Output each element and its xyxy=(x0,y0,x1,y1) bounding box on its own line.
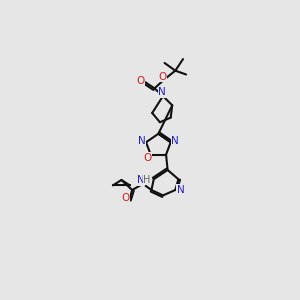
Text: H: H xyxy=(143,175,151,185)
Text: O: O xyxy=(158,72,166,82)
Text: O: O xyxy=(143,153,152,163)
Text: O: O xyxy=(136,76,145,86)
Text: O: O xyxy=(121,193,129,203)
Text: N: N xyxy=(171,136,179,146)
Text: N: N xyxy=(138,136,145,146)
Text: N: N xyxy=(137,175,145,185)
Text: N: N xyxy=(177,185,184,195)
Text: N: N xyxy=(158,87,166,97)
